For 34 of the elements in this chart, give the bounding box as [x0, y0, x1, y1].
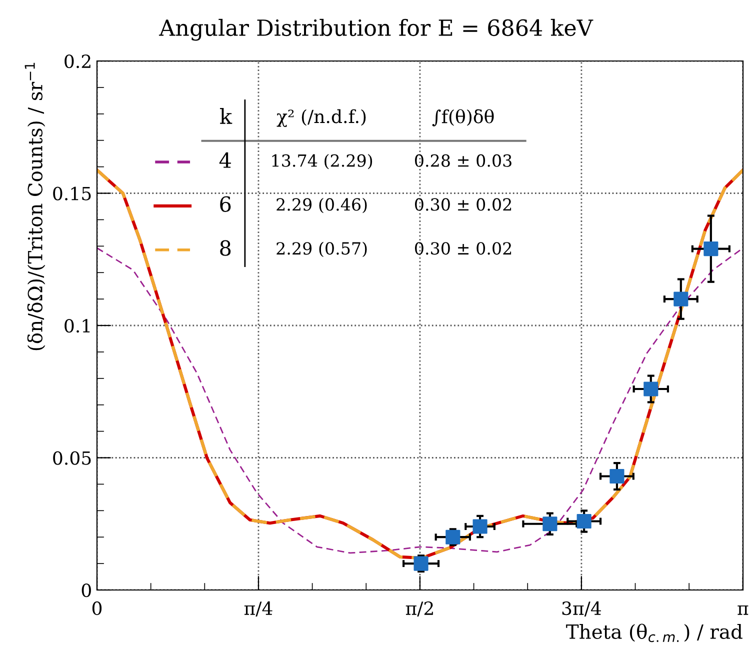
y-axis-title: (δn/δΩ)/(Triton Counts) / sr$^{−1}$: [24, 62, 46, 350]
annotation: 13.74 (2.29): [272, 154, 372, 170]
annotation: ∫f(θ)δθ: [432, 109, 494, 126]
annotation: 2.29 (0.57): [276, 242, 367, 258]
point: [446, 530, 460, 544]
annotation: 0.28 ± 0.03: [414, 154, 512, 167]
point: [674, 292, 688, 306]
point: [610, 468, 624, 484]
chart-title: Angular Distribution for E = 6864 keV: [158, 18, 594, 41]
point: [704, 242, 718, 256]
legend-label: 4: [219, 152, 231, 168]
x-tick-label: 0: [92, 601, 102, 616]
point: [644, 382, 658, 396]
point: [414, 556, 428, 571]
annotation: 0.30 ± 0.02: [414, 242, 512, 255]
y-tick-label: 0: [82, 583, 91, 598]
x-tick-label: 3π/4: [562, 601, 601, 617]
x-axis-title: Theta (θ$_{c.m.}$) / rad: [566, 624, 742, 642]
x-tick-label: π/4: [244, 601, 272, 617]
y-tick-label: 0.2: [64, 54, 90, 68]
legend-label: 8: [220, 240, 231, 256]
annotation: χ² (/n.d.f.): [276, 109, 366, 127]
point: [576, 514, 592, 529]
y-tick-label: 0.1: [64, 318, 90, 333]
legend-label: 6: [220, 196, 231, 212]
y-tick-label: 0.15: [53, 186, 91, 200]
point: [472, 519, 488, 534]
point: [542, 516, 558, 532]
x-tick-label: π: [738, 605, 748, 615]
x-tick-label: π/2: [406, 601, 433, 617]
annotation: 0.30 ± 0.02: [414, 198, 512, 211]
annotation: 2.29 (0.46): [276, 198, 367, 214]
y-tick-label: 0.05: [53, 451, 91, 465]
annotation: k: [220, 108, 232, 124]
